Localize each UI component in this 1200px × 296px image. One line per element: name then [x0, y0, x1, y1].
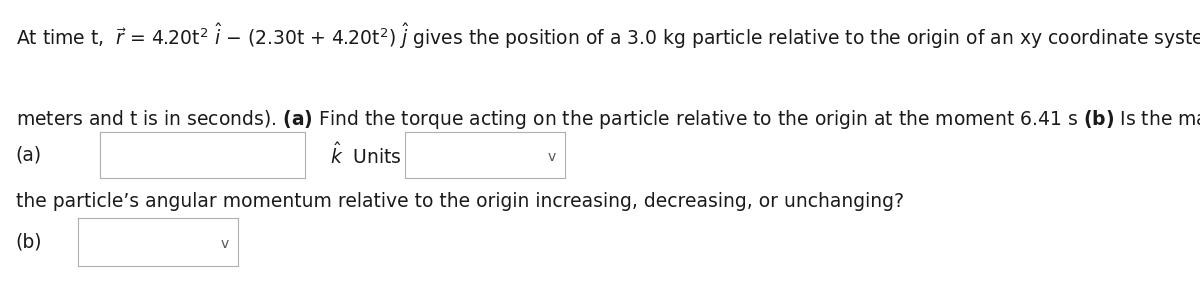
Text: meters and t is in seconds). $\mathbf{(a)}$ Find the torque acting on the partic: meters and t is in seconds). $\mathbf{(a…: [16, 108, 1200, 131]
Text: the particle’s angular momentum relative to the origin increasing, decreasing, o: the particle’s angular momentum relative…: [16, 192, 904, 211]
Text: i: i: [86, 147, 92, 165]
Text: At time t,  $\vec{r}$ = 4.20t$^2$ $\hat{i}$ $-$ (2.30t + 4.20t$^2$) $\hat{j}$ gi: At time t, $\vec{r}$ = 4.20t$^2$ $\hat{i…: [16, 21, 1200, 51]
Text: v: v: [221, 237, 229, 251]
Text: (b): (b): [14, 232, 42, 252]
Text: (a): (a): [14, 146, 41, 165]
Text: $\hat{k}$  Units: $\hat{k}$ Units: [330, 142, 402, 168]
Text: v: v: [548, 150, 557, 164]
